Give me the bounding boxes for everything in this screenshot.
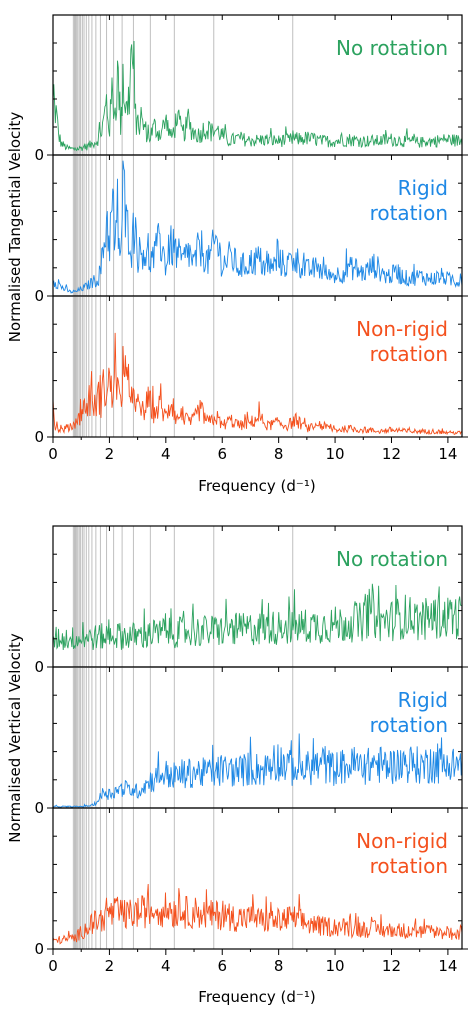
panel-frame [52,295,463,438]
series-label-no-rotation: No rotation [336,547,448,571]
series-label-rigid-rotation: rotation [370,201,448,225]
tangential-velocity-ylabel: Normalised Tangential Velocity [6,112,24,343]
series-label-rigid-rotation: Rigid [398,176,448,200]
x-tick-label: 2 [105,445,115,463]
vertical-series-non-rigid-rotation [52,883,463,945]
y-tick-label-zero: 0 [34,287,44,305]
x-tick-label: 14 [438,957,457,975]
series-label-no-rotation: No rotation [336,36,448,60]
vertical-velocity-chart: 0No rotation0Rigidrotation0Non-rigidrota… [6,525,468,1006]
x-tick-label: 6 [217,957,227,975]
x-tick-label: 12 [382,445,401,463]
chart-0-layer: 0No rotation0Rigidrotation0Non-rigidrota… [34,14,468,463]
tangential-frequency-xlabel: Frequency (d⁻¹) [198,477,315,495]
y-tick-label-zero: 0 [34,799,44,817]
vertical-velocity-ylabel: Normalised Vertical Velocity [6,633,24,843]
x-tick-label: 8 [274,957,284,975]
tangential-series-no-rotation [52,41,463,152]
x-tick-label: 12 [382,957,401,975]
panel-frame [52,807,463,950]
series-label-non-rigid-rotation: rotation [370,342,448,366]
series-label-non-rigid-rotation: rotation [370,854,448,878]
x-tick-label: 0 [48,445,58,463]
series-label-non-rigid-rotation: Non-rigid [356,317,448,341]
x-tick-label: 8 [274,445,284,463]
y-tick-label-zero: 0 [34,658,44,676]
chart-1-layer: 0No rotation0Rigidrotation0Non-rigidrota… [34,525,468,975]
vertical-series-rigid-rotation [52,733,463,808]
x-tick-label: 2 [105,957,115,975]
x-tick-label: 10 [326,957,345,975]
tangential-panel-no-rotation: 0 No rotation [34,14,468,164]
x-tick-label: 6 [217,445,227,463]
x-tick-label: 10 [326,445,345,463]
y-tick-label-zero: 0 [34,146,44,164]
tangential-series-non-rigid-rotation [52,332,463,436]
vertical-series-no-rotation [52,583,463,650]
vertical-panel-no-rotation: 0 No rotation [34,525,468,676]
series-label-rigid-rotation: rotation [370,713,448,737]
series-label-non-rigid-rotation: Non-rigid [356,829,448,853]
vertical-frequency-xlabel: Frequency (d⁻¹) [198,988,315,1006]
x-tick-label: 14 [438,445,457,463]
x-tick-label: 4 [161,957,171,975]
y-tick-label-zero: 0 [34,940,44,958]
series-label-rigid-rotation: Rigid [398,688,448,712]
tangential-velocity-chart: 0No rotation0Rigidrotation0Non-rigidrota… [6,14,468,495]
x-tick-label: 4 [161,445,171,463]
tangential-series-rigid-rotation [52,160,463,294]
y-tick-label-zero: 0 [34,428,44,446]
x-tick-label: 0 [48,957,58,975]
